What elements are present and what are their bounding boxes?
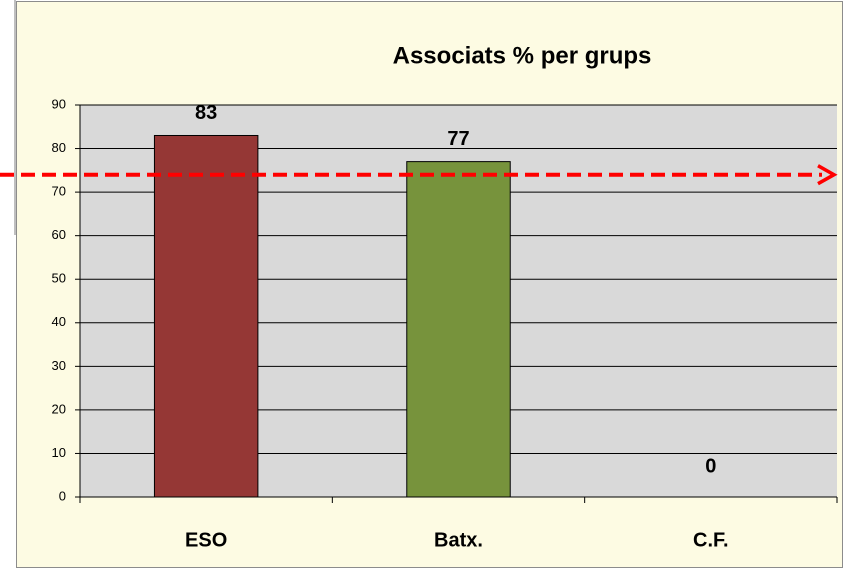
y-tick-label: 50 (52, 271, 66, 286)
y-tick-label: 30 (52, 358, 66, 373)
y-tick-label: 60 (52, 227, 66, 242)
x-tick-label: ESO (185, 529, 227, 551)
value-label: 83 (195, 102, 217, 124)
y-tick-label: 40 (52, 314, 66, 329)
y-tick-label: 10 (52, 445, 66, 460)
y-tick-label: 70 (52, 184, 66, 199)
y-tick-label: 80 (52, 140, 66, 155)
y-tick-label: 90 (52, 96, 66, 111)
bar (153, 134, 259, 498)
value-label: 77 (447, 128, 469, 150)
bar (406, 161, 511, 498)
value-label: 0 (705, 455, 716, 477)
y-tick-label: 0 (59, 488, 66, 503)
y-tick-label: 20 (52, 401, 66, 416)
x-tick-label: C.F. (693, 529, 729, 551)
reference-arrowhead (817, 164, 838, 186)
x-tick-label: Batx. (434, 529, 483, 551)
chart-title: Associats % per grups (393, 42, 652, 69)
